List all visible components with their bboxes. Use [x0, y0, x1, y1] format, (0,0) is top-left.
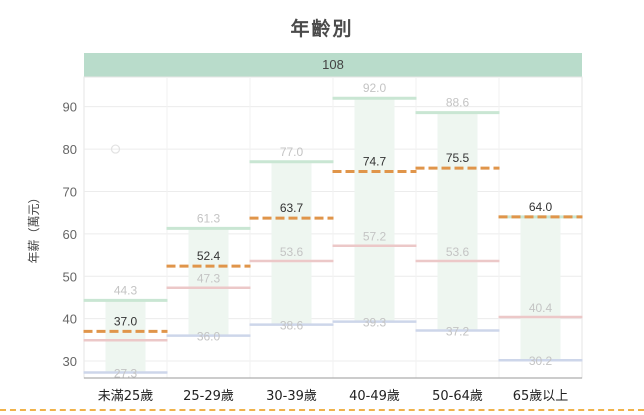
low-value-label: 36.0 — [197, 330, 221, 344]
y-tick-label: 70 — [63, 184, 77, 199]
outlier-point — [110, 144, 121, 154]
median-value-label: 52.4 — [197, 249, 221, 263]
q3-value-label: 77.0 — [280, 145, 304, 159]
q3-value-label: 88.6 — [446, 96, 470, 110]
low-value-label: 37.2 — [446, 325, 470, 339]
y-axis-title: 年薪（萬元） — [27, 191, 41, 263]
range-band — [520, 216, 561, 361]
x-tick-label: 50-64歲 — [432, 389, 483, 404]
q1-value-label: 57.2 — [363, 230, 387, 244]
low-value-label: 39.3 — [363, 316, 387, 330]
x-tick-label: 65歲以上 — [513, 389, 569, 404]
y-tick-label: 30 — [63, 354, 77, 369]
x-tick-label: 30-39歲 — [266, 389, 317, 404]
y-tick-label: 80 — [63, 142, 77, 157]
y-tick-label: 50 — [63, 269, 77, 284]
x-tick-label: 未滿25歲 — [98, 388, 154, 404]
q3-value-label: 61.3 — [197, 211, 221, 225]
median-value-label: 37.0 — [114, 314, 138, 328]
q1-value-label: 47.3 — [197, 272, 221, 286]
panel-header: 108 — [84, 53, 582, 77]
bottom-divider — [0, 409, 644, 411]
y-tick-label: 60 — [63, 227, 77, 242]
chart-title: 年齡別 — [290, 18, 354, 40]
q3-value-label: 92.0 — [363, 81, 387, 95]
q3-value-label: 44.3 — [114, 283, 138, 297]
range-band — [437, 112, 478, 331]
y-tick-label: 90 — [63, 100, 77, 115]
low-value-label: 30.2 — [529, 354, 553, 368]
median-value-label: 63.7 — [280, 201, 304, 215]
range-band — [354, 98, 395, 322]
range-band — [271, 161, 312, 325]
median-value-label: 74.7 — [363, 155, 387, 169]
range-band — [105, 300, 146, 373]
x-tick-label: 40-49歲 — [349, 389, 400, 404]
y-tick-label: 40 — [63, 312, 77, 327]
q1-value-label: 53.6 — [280, 245, 304, 259]
q1-value-label: 53.6 — [446, 245, 470, 259]
median-value-label: 64.0 — [529, 200, 553, 214]
median-value-label: 75.5 — [446, 151, 470, 165]
low-value-label: 38.6 — [280, 319, 304, 333]
range-band — [188, 228, 229, 336]
q1-value-label: 40.4 — [529, 301, 553, 315]
low-value-label: 27.3 — [114, 366, 138, 380]
x-tick-label: 25-29歲 — [183, 389, 234, 404]
